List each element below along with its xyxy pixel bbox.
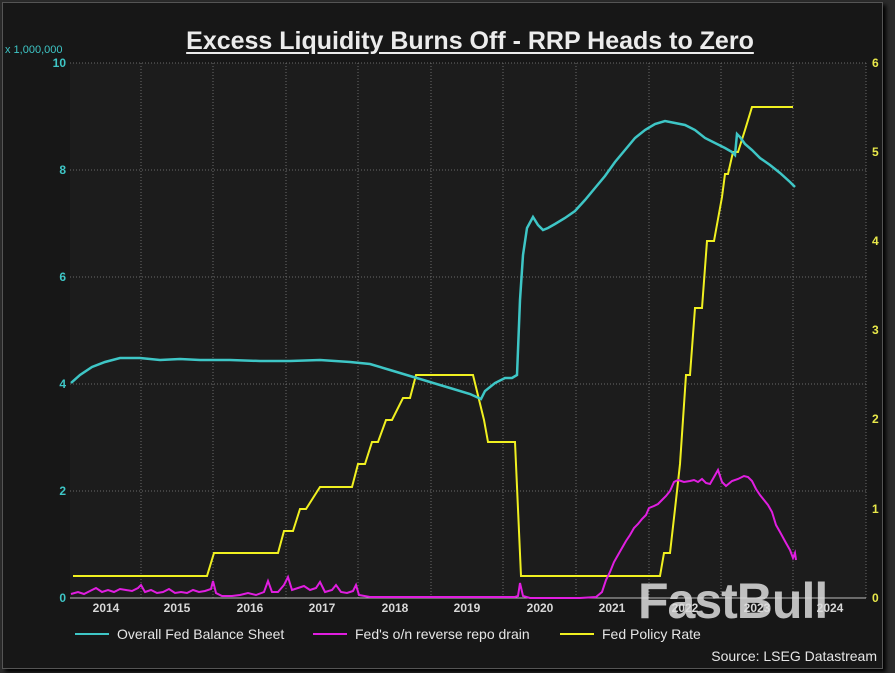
legend-item-policy-rate: Fed Policy Rate [560, 626, 701, 642]
x-axis-tick: 2021 [598, 601, 626, 615]
right-axis-tick: 6 [872, 56, 879, 70]
legend-label: Fed's o/n reverse repo drain [355, 626, 530, 642]
chart-title: Excess Liquidity Burns Off - RRP Heads t… [186, 27, 754, 55]
legend-label: Overall Fed Balance Sheet [117, 626, 285, 642]
x-axis-tick: 2015 [163, 601, 191, 615]
x-axis-tick: 2019 [453, 601, 481, 615]
x-axis-tick: 2016 [236, 601, 264, 615]
x-axis-tick: 2024 [816, 601, 844, 615]
right-axis-tick: 2 [872, 412, 879, 426]
series-fed-policy-rate [73, 106, 793, 577]
right-axis-tick: 5 [872, 145, 879, 159]
source-note: Source: LSEG Datastream [711, 648, 877, 664]
series-reverse-repo [70, 467, 797, 599]
right-axis-tick: 4 [872, 234, 879, 248]
right-axis-tick: 0 [872, 591, 879, 605]
left-axis-tick: 0 [59, 591, 66, 605]
x-axis-tick: 2020 [526, 601, 554, 615]
right-axis-tick: 3 [872, 323, 879, 337]
legend-item-balance-sheet: Overall Fed Balance Sheet [75, 626, 284, 642]
left-axis-tick: 10 [52, 56, 66, 70]
x-axis-tick: 2017 [308, 601, 336, 615]
legend-swatch-icon [560, 633, 594, 635]
left-axis-tick: 2 [59, 484, 66, 498]
right-axis-tick: 1 [872, 502, 879, 516]
legend-label: Fed Policy Rate [602, 626, 701, 642]
series-fed-balance-sheet [70, 119, 796, 401]
x-axis-tick: 2018 [381, 601, 409, 615]
left-axis-tick: 6 [59, 270, 66, 284]
legend-swatch-icon [75, 633, 109, 635]
x-axis-tick: 2014 [92, 601, 120, 615]
watermark: FastBull [638, 573, 828, 629]
left-axis-tick: 4 [59, 377, 66, 391]
legend-swatch-icon [313, 633, 347, 635]
x-axis-tick: 2023 [743, 601, 771, 615]
x-axis-tick: 2022 [671, 601, 699, 615]
left-axis-unit-label: x 1,000,000 [5, 44, 63, 56]
legend-item-reverse-repo: Fed's o/n reverse repo drain [313, 626, 530, 642]
left-axis-tick: 8 [59, 163, 66, 177]
